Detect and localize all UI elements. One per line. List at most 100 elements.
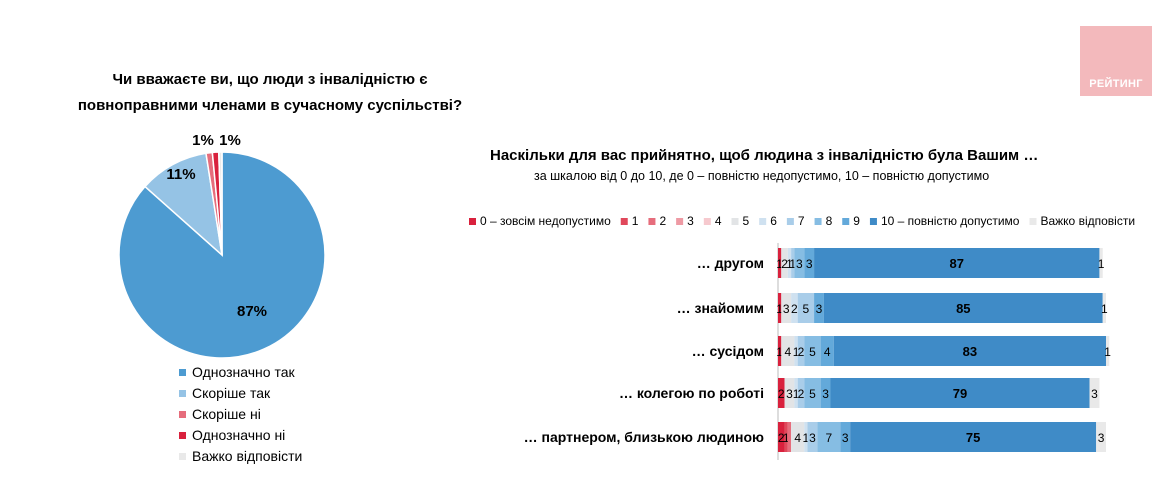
bar-segment (778, 248, 782, 278)
bar-segment (804, 336, 821, 366)
bar-data-label: 1 (783, 431, 790, 445)
bar-legend-label: 6 (770, 214, 777, 228)
pie-legend-label: Скоріше так (192, 385, 271, 401)
bar-segment (1102, 293, 1106, 323)
bar-data-label: 3 (822, 387, 829, 401)
bar-data-label: 3 (783, 302, 790, 316)
bar-legend-label: 10 – повністю допустимо (881, 214, 1020, 228)
bar-legend-label: 8 (826, 214, 833, 228)
pie-slice (118, 151, 326, 359)
bar-legend-label: 7 (798, 214, 805, 228)
pie-data-label: 1% (192, 132, 214, 149)
bar-legend-swatch (759, 218, 767, 225)
bar-data-label: 1 (793, 345, 800, 359)
bar-segment (840, 422, 851, 452)
bar-legend-label: 9 (853, 214, 860, 228)
bar-data-label: 83 (963, 344, 977, 359)
bar-segment (791, 422, 805, 452)
bar-legend-swatch (1029, 218, 1037, 225)
bar-data-label: 1 (793, 387, 800, 401)
bar-data-label: 5 (809, 345, 816, 359)
bar-data-label: 87 (950, 256, 964, 271)
bar-data-label: 1 (1101, 302, 1108, 316)
bar-segment (781, 336, 795, 366)
pie-data-label: 87% (237, 303, 267, 320)
bar-segment (781, 293, 792, 323)
bar-category-label: … другом (697, 255, 764, 271)
bar-data-label: 3 (796, 257, 803, 271)
bar-segment (784, 378, 795, 408)
bar-segment (804, 248, 815, 278)
bar-legend-label: 1 (632, 214, 639, 228)
bar-legend-swatch (842, 218, 850, 225)
bar-data-label: 3 (1091, 387, 1098, 401)
bar-data-label: 4 (784, 345, 791, 359)
bar-data-label: 2 (798, 345, 805, 359)
bar-data-label: 1 (776, 302, 783, 316)
pie-legend-swatch (179, 411, 186, 418)
bar-segment (830, 378, 1090, 408)
bar-segment (1089, 378, 1100, 408)
bar-data-label: 2 (781, 257, 788, 271)
bar-data-label: 1 (1104, 345, 1111, 359)
bar-data-label: 5 (803, 302, 810, 316)
pie-title: повноправними членами в сучасному суспіл… (78, 97, 462, 114)
bar-data-label: 7 (825, 431, 832, 445)
bar-legend-swatch (620, 218, 628, 225)
bar-data-label: 1 (789, 257, 796, 271)
bar-legend-swatch (814, 218, 822, 225)
bar-legend-swatch (786, 218, 794, 225)
bar-legend-label: 0 – зовсім недопустимо (480, 214, 611, 228)
bar-segment (814, 248, 1100, 278)
bar-legend-label: 5 (743, 214, 750, 228)
bar-segment (794, 248, 805, 278)
bar-legend-swatch (703, 218, 711, 225)
bar-segment (781, 248, 788, 278)
bar-data-label: 1 (1098, 257, 1105, 271)
brand-logo-text: РЕЙТИНГ (1089, 78, 1143, 90)
pie-legend-swatch (179, 453, 186, 460)
bar-segment (1096, 422, 1106, 452)
bar-legend-label: 3 (687, 214, 694, 228)
bar-segment (787, 248, 792, 278)
bar-category-label: … колегою по роботі (619, 385, 764, 401)
bar-data-label: 79 (953, 386, 967, 401)
bar-legend-label: 4 (715, 214, 722, 228)
bar-segment (778, 293, 782, 323)
bar-segment (787, 422, 792, 452)
bar-segment (778, 378, 785, 408)
bar-data-label: 2 (791, 302, 798, 316)
bar-segment (807, 422, 818, 452)
pie-legend-label: Важко відповісти (192, 448, 302, 464)
bar-data-label: 4 (794, 431, 801, 445)
bar-data-label: 4 (824, 345, 831, 359)
bar-segment (823, 293, 1103, 323)
pie-legend-label: Однозначно так (192, 364, 295, 380)
bar-segment (850, 422, 1097, 452)
bar-data-label: 3 (816, 302, 823, 316)
bar-segment (804, 378, 821, 408)
bar-segment (791, 248, 795, 278)
pie-slice (218, 151, 223, 256)
bar-legend-swatch (869, 218, 877, 225)
bar-data-label: 2 (798, 387, 805, 401)
bar-segment (814, 293, 824, 323)
pie-data-label: 11% (166, 166, 195, 183)
bar-category-label: … партнером, близькою людиною (524, 429, 764, 445)
bar-segment (1099, 248, 1103, 278)
bar-segment (784, 422, 788, 452)
bar-segment (797, 336, 805, 366)
bar-data-label: 2 (778, 387, 785, 401)
bar-segment (778, 336, 782, 366)
pie-legend-swatch (179, 432, 186, 439)
bar-segment (797, 378, 805, 408)
bar-legend-label: 2 (659, 214, 666, 228)
bar-segment (820, 378, 831, 408)
bar-data-label: 85 (956, 301, 970, 316)
bar-category-label: … знайомим (677, 300, 764, 316)
pie-data-label: 1% (219, 132, 241, 149)
bar-data-label: 3 (806, 257, 813, 271)
bar-legend-label: Важко відповісти (1040, 214, 1135, 228)
bar-segment (794, 336, 798, 366)
